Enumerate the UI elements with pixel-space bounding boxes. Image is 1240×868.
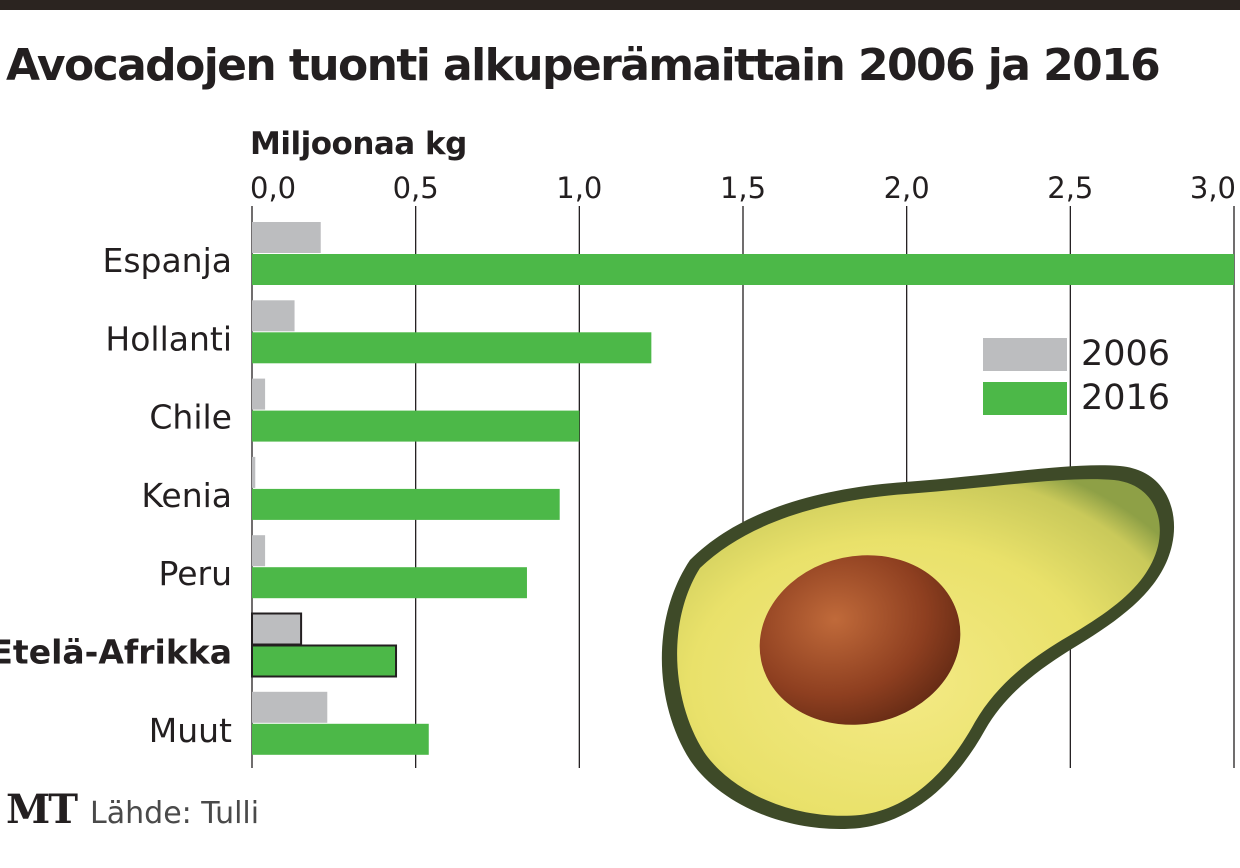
- x-axis-label: Miljoonaa kg: [250, 126, 467, 162]
- x-tick-label: 0,0: [250, 171, 296, 205]
- bar-2016: [252, 332, 652, 364]
- category-label: Muut: [149, 711, 232, 750]
- bar-2006: [252, 535, 266, 567]
- legend-swatch-2006: [983, 337, 1067, 371]
- bar-2016: [252, 488, 560, 520]
- x-tick-label: 2,0: [884, 171, 930, 205]
- legend-label-2016: 2016: [1081, 378, 1171, 418]
- publisher-logo: MT: [6, 786, 78, 833]
- bar-2006: [252, 456, 256, 488]
- bar-2016: [252, 254, 1234, 285]
- legend-swatch-2016: [983, 381, 1067, 415]
- avocado-pit: [759, 555, 961, 725]
- category-label: Hollanti: [105, 319, 232, 358]
- chart-title: Avocadojen tuonti alkuperämaittain 2006 …: [6, 40, 1161, 91]
- x-tick-label: 0,5: [393, 171, 439, 205]
- category-label: Peru: [158, 554, 232, 593]
- legend-label-2006: 2006: [1081, 334, 1171, 374]
- bar-2016: [252, 567, 527, 599]
- bar-2006: [252, 378, 266, 410]
- category-label: Espanja: [102, 241, 232, 280]
- category-label: Etelä-Afrikka: [0, 633, 232, 672]
- bar-2006: [251, 612, 303, 646]
- top-rule: [0, 0, 1240, 10]
- bar-2006: [252, 691, 328, 723]
- x-tick-label: 3,0: [1190, 171, 1236, 205]
- bar-2006: [252, 300, 295, 332]
- x-tick-label: 2,5: [1047, 171, 1093, 205]
- legend-item-2016: 2016: [983, 376, 1170, 420]
- bar-2016: [251, 644, 398, 678]
- category-label: Chile: [149, 398, 232, 437]
- x-tick-label: 1,5: [720, 171, 766, 205]
- legend-item-2006: 2006: [983, 332, 1170, 376]
- bar-2006: [252, 222, 321, 253]
- legend: 2006 2016: [983, 332, 1170, 420]
- bar-2016: [252, 410, 580, 442]
- avocado-illustration: [661, 465, 1175, 830]
- x-tick-label: 1,0: [556, 171, 602, 205]
- bar-2016: [252, 723, 429, 755]
- source-note: Lähde: Tulli: [90, 796, 260, 831]
- category-label: Kenia: [141, 476, 232, 515]
- footer: MT Lähde: Tulli: [6, 786, 259, 833]
